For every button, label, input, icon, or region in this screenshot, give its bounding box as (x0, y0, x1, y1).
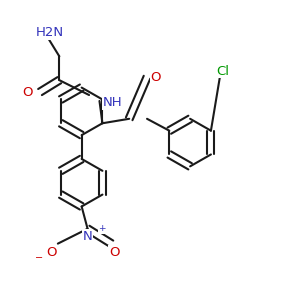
Text: −: − (35, 254, 43, 263)
Text: O: O (109, 246, 120, 259)
Text: O: O (47, 246, 57, 259)
Text: H2N: H2N (36, 26, 64, 39)
Text: NH: NH (102, 96, 122, 109)
Text: N: N (83, 230, 92, 243)
Text: Cl: Cl (216, 65, 229, 78)
Text: O: O (151, 71, 161, 84)
Text: +: + (98, 224, 106, 233)
Text: O: O (22, 85, 33, 98)
